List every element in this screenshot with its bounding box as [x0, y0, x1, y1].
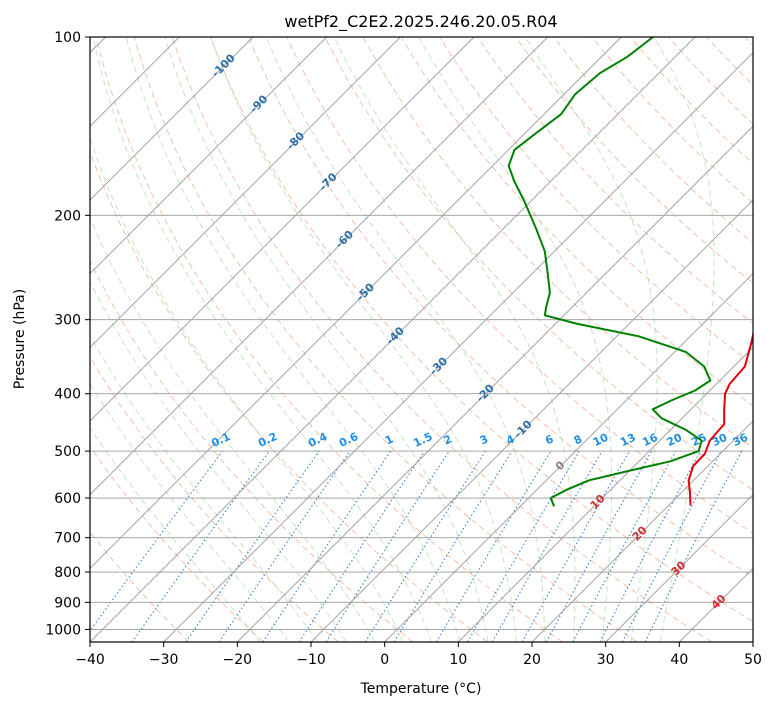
isotherm [90, 37, 696, 642]
isotherm [90, 37, 327, 275]
y-tick-label: 600 [54, 491, 81, 507]
dry-adiabat [90, 259, 414, 642]
mixing-ratio-label: 10 [591, 431, 611, 449]
dry-adiabat [90, 445, 264, 642]
isotherm [90, 37, 475, 422]
moist-adiabat [90, 334, 319, 642]
dry-adiabat [515, 37, 753, 284]
x-tick-label: 20 [523, 652, 541, 668]
plot-content: -100-90-80-70-60-50-40-30-20-10010203040… [90, 37, 753, 642]
mixing-ratio-label: 16 [640, 431, 660, 449]
plot-background [90, 37, 753, 642]
mixing-ratio-line [644, 450, 743, 642]
mixing-ratio-line [218, 450, 351, 642]
x-axis-label: Temperature (°C) [360, 681, 482, 697]
y-tick-label: 700 [54, 531, 81, 547]
x-tick-label: 30 [597, 652, 615, 668]
y-tick-label: 100 [54, 30, 81, 46]
dry-adiabat [286, 37, 753, 534]
isotherm [90, 37, 254, 201]
x-tick-label: 0 [380, 652, 389, 668]
dry-adiabat [171, 37, 712, 642]
dry-adiabat [210, 37, 753, 623]
moist-adiabat [90, 216, 376, 642]
isotherm [90, 37, 401, 348]
y-tick-label: 400 [54, 387, 81, 403]
mixing-ratio-line [131, 450, 270, 642]
isotherm [752, 641, 753, 642]
isotherm [90, 37, 548, 496]
mixing-ratio-label: 20 [665, 431, 685, 449]
moist-adiabat [90, 280, 347, 642]
y-tick-label: 900 [54, 595, 81, 611]
moist-adiabat [164, 37, 489, 642]
x-tick-label: −40 [75, 652, 105, 668]
dewpoint-profile [507, 37, 712, 507]
y-axis-label: Pressure (hPa) [12, 289, 28, 389]
chart-title: wetPf2_C2E2.2025.246.20.05.R04 [284, 12, 557, 32]
plot-frame [89, 36, 754, 643]
isotherm [237, 125, 753, 642]
isotherm [163, 52, 753, 642]
moist-adiabat [653, 37, 715, 642]
dry-adiabat [95, 37, 563, 642]
moist-adiabat [333, 37, 576, 642]
moist-adiabat [90, 426, 261, 642]
mixing-ratio-label: 13 [618, 431, 637, 449]
y-tick-label: 200 [54, 208, 81, 224]
moist-adiabat [418, 37, 613, 642]
moist-adiabat [125, 37, 461, 642]
moist-adiabat [90, 136, 404, 642]
x-tick-label: 40 [670, 652, 688, 668]
x-tick-label: −30 [149, 652, 179, 668]
dry-adiabat [248, 37, 753, 578]
y-tick-label: 500 [54, 444, 81, 460]
x-tick-label: −10 [296, 652, 326, 668]
mixing-ratio-line [325, 450, 450, 642]
mixing-ratio-label: 36 [731, 431, 751, 449]
y-tick-label: 300 [54, 313, 81, 329]
axes: −40 −30 −20 −10 0 10 20 30 40 50 100 200 300 400 500 60… [45, 30, 762, 668]
x-tick-label: −20 [223, 652, 253, 668]
moist-adiabat [265, 37, 546, 642]
mixing-ratio-line [90, 450, 223, 632]
dry-adiabat [90, 356, 339, 642]
mixing-ratio-line [393, 450, 513, 642]
temperature-profile [687, 330, 753, 506]
mixing-ratio-line [185, 450, 320, 642]
moist-adiabat [524, 37, 658, 642]
moist-adiabat [90, 382, 290, 642]
moist-adiabat [210, 37, 517, 642]
isotherm [531, 420, 753, 642]
mixing-ratio-line [572, 450, 677, 642]
dry-adiabat [324, 37, 753, 491]
x-tick-label: 50 [744, 652, 762, 668]
x-tick-label: 10 [449, 652, 467, 668]
mixing-ratio-line [545, 450, 653, 642]
isotherm [605, 494, 753, 642]
mixing-ratio-line [521, 450, 630, 642]
y-tick-label: 1000 [45, 622, 81, 638]
y-tick-label: 800 [54, 565, 81, 581]
moist-adiabat [92, 37, 432, 642]
mixing-ratio-line [262, 450, 392, 642]
isotherm [310, 199, 753, 642]
isotherm [90, 37, 622, 569]
isotherm [384, 273, 753, 642]
isotherm [458, 346, 753, 642]
mixing-ratio-line [298, 450, 425, 642]
